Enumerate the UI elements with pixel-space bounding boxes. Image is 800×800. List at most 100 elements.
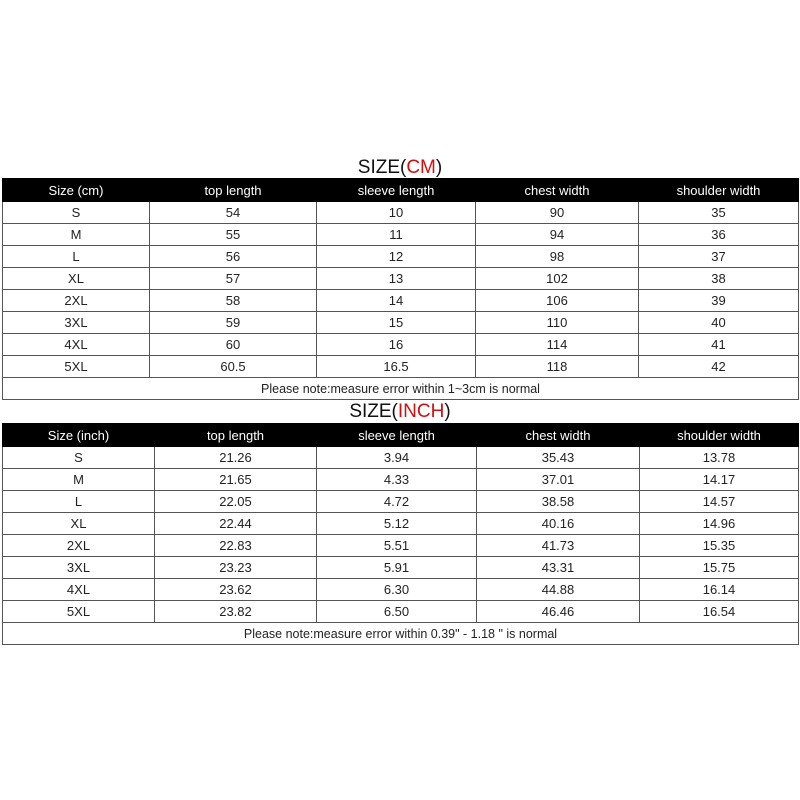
measurement-cell: 114 [475,333,639,356]
measurement-cell: 5.91 [316,556,477,579]
measurement-note: Please note:measure error within 1~3cm i… [2,377,799,400]
measurement-cell: 6.30 [316,578,477,601]
table-row: M 21.65 4.33 37.01 14.17 [2,468,799,491]
measurement-cell: 14.96 [639,512,799,535]
column-header: top length [154,423,317,447]
size-cell: 3XL [2,311,150,334]
header-row: Size (cm) top length sleeve length chest wi… [2,178,799,202]
size-cell: 5XL [2,355,150,378]
measurement-cell: 14.17 [639,468,799,491]
size-cell: S [2,201,150,224]
measurement-cell: 11 [316,223,476,246]
measurement-cell: 3.94 [316,446,477,469]
column-header: shoulder width [639,423,799,447]
measurement-cell: 39 [638,289,799,312]
header-row: Size (inch) top length sleeve length chest … [2,423,799,447]
measurement-cell: 43.31 [476,556,640,579]
measurement-cell: 36 [638,223,799,246]
inch-table-title: SIZE(INCH) [0,402,800,422]
size-cell: 2XL [2,289,150,312]
column-header: Size (cm) [2,178,150,202]
column-header: Size (inch) [2,423,155,447]
size-cell: L [2,490,155,513]
table-row: L 22.05 4.72 38.58 14.57 [2,490,799,513]
table-row: 4XL 23.62 6.30 44.88 16.14 [2,578,799,601]
measurement-note: Please note:measure error within 0.39" -… [2,622,799,645]
table-row: L 56 12 98 37 [2,245,799,268]
measurement-cell: 40 [638,311,799,334]
size-cell: 4XL [2,333,150,356]
measurement-cell: 58 [149,289,317,312]
measurement-cell: 106 [475,289,639,312]
measurement-cell: 37.01 [476,468,640,491]
size-cell: XL [2,267,150,290]
measurement-cell: 23.62 [154,578,317,601]
measurement-cell: 5.12 [316,512,477,535]
table-row: 5XL 60.5 16.5 118 42 [2,355,799,378]
table-row: 5XL 23.82 6.50 46.46 16.54 [2,600,799,623]
measurement-cell: 12 [316,245,476,268]
cm-table-title: SIZE(CM) [0,158,800,178]
table-row: XL 22.44 5.12 40.16 14.96 [2,512,799,535]
measurement-cell: 102 [475,267,639,290]
measurement-cell: 22.44 [154,512,317,535]
measurement-cell: 35.43 [476,446,640,469]
column-header: chest width [476,423,640,447]
measurement-cell: 13.78 [639,446,799,469]
size-cell: S [2,446,155,469]
title-unit: INCH [397,401,445,422]
measurement-cell: 35 [638,201,799,224]
measurement-cell: 10 [316,201,476,224]
measurement-cell: 98 [475,245,639,268]
column-header: shoulder width [638,178,799,202]
measurement-cell: 118 [475,355,639,378]
column-header: sleeve length [316,423,477,447]
measurement-cell: 16.5 [316,355,476,378]
measurement-cell: 54 [149,201,317,224]
measurement-cell: 56 [149,245,317,268]
title-unit: CM [406,157,436,178]
title-prefix: SIZE( [349,401,398,422]
measurement-cell: 21.26 [154,446,317,469]
table-row: 3XL 23.23 5.91 43.31 15.75 [2,556,799,579]
measurement-cell: 21.65 [154,468,317,491]
measurement-cell: 38.58 [476,490,640,513]
table-row: 2XL 22.83 5.51 41.73 15.35 [2,534,799,557]
size-cell: XL [2,512,155,535]
table-row: 3XL 59 15 110 40 [2,311,799,334]
measurement-cell: 38 [638,267,799,290]
table-row: 4XL 60 16 114 41 [2,333,799,356]
table-row: XL 57 13 102 38 [2,267,799,290]
measurement-cell: 90 [475,201,639,224]
measurement-cell: 15.35 [639,534,799,557]
inch-size-table: Size (inch) top length sleeve length chest … [2,423,799,645]
size-cell: 3XL [2,556,155,579]
measurement-cell: 44.88 [476,578,640,601]
table-row: 2XL 58 14 106 39 [2,289,799,312]
measurement-cell: 4.33 [316,468,477,491]
title-suffix: ) [444,401,451,422]
measurement-cell: 16 [316,333,476,356]
measurement-cell: 4.72 [316,490,477,513]
measurement-cell: 23.23 [154,556,317,579]
size-cell: M [2,468,155,491]
size-cell: 4XL [2,578,155,601]
measurement-cell: 14 [316,289,476,312]
size-cell: M [2,223,150,246]
measurement-cell: 57 [149,267,317,290]
size-cell: 5XL [2,600,155,623]
measurement-cell: 37 [638,245,799,268]
measurement-cell: 60.5 [149,355,317,378]
note-row: Please note:measure error within 0.39" -… [2,622,799,645]
measurement-cell: 42 [638,355,799,378]
measurement-cell: 23.82 [154,600,317,623]
table-row: S 21.26 3.94 35.43 13.78 [2,446,799,469]
column-header: chest width [475,178,639,202]
measurement-cell: 15 [316,311,476,334]
measurement-cell: 22.83 [154,534,317,557]
measurement-cell: 60 [149,333,317,356]
measurement-cell: 16.54 [639,600,799,623]
title-suffix: ) [435,157,443,178]
cm-size-table: Size (cm) top length sleeve length chest wi… [2,178,799,400]
measurement-cell: 14.57 [639,490,799,513]
